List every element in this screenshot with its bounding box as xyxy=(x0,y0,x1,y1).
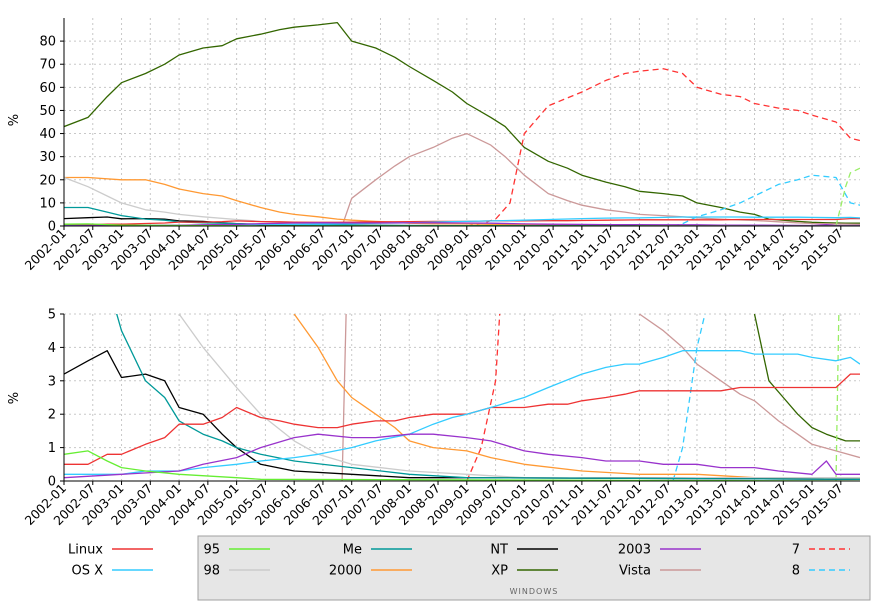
y-tick-label: 1 xyxy=(48,441,56,456)
y-tick-label: 20 xyxy=(39,173,56,188)
series-line-98 xyxy=(178,314,860,479)
series-line-2000 xyxy=(64,176,860,226)
legend-entry-vista: Vista xyxy=(619,564,701,579)
series-line-xp xyxy=(64,21,860,224)
legend-label-98: 98 xyxy=(203,564,220,579)
y-tick-label: 0 xyxy=(48,475,56,490)
series-line-nt xyxy=(64,350,860,480)
series-group-top xyxy=(64,21,860,226)
legend-entry-nt: NT xyxy=(490,543,558,558)
chart-panel-top: 01020304050607080%2002-012002-072003-012… xyxy=(7,18,860,273)
legend-entry-2003: 2003 xyxy=(618,543,701,558)
legend-entry-98: 98 xyxy=(203,564,270,579)
legend-label-2000: 2000 xyxy=(329,564,362,579)
series-line-2003 xyxy=(64,433,860,479)
y-tick-label: 10 xyxy=(39,196,56,211)
series-line-vista xyxy=(341,314,860,481)
legend-entry-linux: Linux xyxy=(68,543,153,558)
y-tick-label: 2 xyxy=(48,408,56,423)
legend-label-nt: NT xyxy=(490,543,508,558)
series-line-vista xyxy=(341,132,860,226)
legend-label-7: 7 xyxy=(792,543,800,558)
y-tick-label: 40 xyxy=(39,127,56,142)
y-axis-label: % xyxy=(7,392,22,404)
y-tick-label: 50 xyxy=(39,104,56,119)
series-line-8 xyxy=(672,174,860,226)
series-line-me xyxy=(116,314,860,480)
y-tick-label: 5 xyxy=(48,308,56,323)
y-tick-label: 0 xyxy=(48,220,56,235)
legend-entry-95: 95 xyxy=(203,543,270,558)
legend-label-95: 95 xyxy=(203,543,220,558)
windows-legend-caption: WINDOWS xyxy=(510,587,559,596)
series-group-bottom xyxy=(64,314,860,481)
legend-label-me: Me xyxy=(343,543,362,558)
series-line-os-x xyxy=(64,350,860,475)
legend-entry-8: 8 xyxy=(792,564,850,579)
legend-label-8: 8 xyxy=(792,564,800,579)
legend-entry-2000: 2000 xyxy=(329,564,412,579)
legend-label-os-x: OS X xyxy=(71,564,103,579)
legend-entry-me: Me xyxy=(343,543,412,558)
legend-entry-os-x: OS X xyxy=(71,564,153,579)
y-axis-label: % xyxy=(7,114,22,126)
y-tick-label: 60 xyxy=(39,81,56,96)
legend-label-linux: Linux xyxy=(68,543,103,558)
legend-label-vista: Vista xyxy=(619,564,651,579)
series-line-95 xyxy=(64,450,860,481)
windows-legend-box: 9598Me2000NTXP2003Vista7810WINDOWS xyxy=(197,535,871,601)
grid-top xyxy=(63,18,860,226)
y-tick-label: 4 xyxy=(48,341,56,356)
legend-entry-7: 7 xyxy=(792,543,850,558)
series-line-7 xyxy=(466,68,860,226)
y-tick-label: 30 xyxy=(39,150,56,165)
grid-bottom xyxy=(63,313,860,481)
series-line-98 xyxy=(64,176,860,226)
series-line-2003 xyxy=(64,222,860,226)
y-tick-label: 3 xyxy=(48,374,56,389)
legend-label-xp: XP xyxy=(491,564,508,579)
series-line-10 xyxy=(835,167,860,226)
windows-legend-background xyxy=(197,535,871,601)
legend-entry-xp: XP xyxy=(491,564,558,579)
y-tick-label: 80 xyxy=(39,35,56,50)
series-line-2000 xyxy=(293,314,860,479)
y-tick-label: 70 xyxy=(39,58,56,73)
legend-label-2003: 2003 xyxy=(618,543,651,558)
